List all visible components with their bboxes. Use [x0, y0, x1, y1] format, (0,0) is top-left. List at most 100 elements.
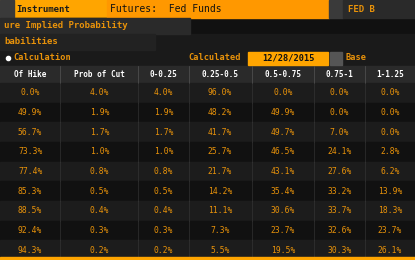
- Text: 73.3%: 73.3%: [18, 147, 42, 156]
- Text: 1.0%: 1.0%: [154, 147, 173, 156]
- Text: 56.7%: 56.7%: [18, 128, 42, 137]
- Bar: [0, 50, 415, 66]
- Text: 0.0%: 0.0%: [273, 88, 293, 97]
- Bar: [0, 122, 415, 142]
- Text: 0.0%: 0.0%: [330, 88, 349, 97]
- Text: 4.0%: 4.0%: [154, 88, 173, 97]
- Text: 49.7%: 49.7%: [271, 128, 295, 137]
- Text: 0.5-0.75: 0.5-0.75: [264, 70, 301, 79]
- Text: 49.9%: 49.9%: [271, 108, 295, 117]
- Text: 48.2%: 48.2%: [208, 108, 232, 117]
- Text: 1.0%: 1.0%: [90, 147, 109, 156]
- Text: 21.7%: 21.7%: [208, 167, 232, 176]
- Text: 7.0%: 7.0%: [330, 128, 349, 137]
- Text: 0.4%: 0.4%: [90, 206, 109, 215]
- Bar: [0, 181, 415, 201]
- Text: 19.5%: 19.5%: [271, 246, 295, 255]
- Text: 46.5%: 46.5%: [271, 147, 295, 156]
- Bar: [0, 0, 415, 18]
- Text: 1-1.25: 1-1.25: [376, 70, 404, 79]
- Text: 7.3%: 7.3%: [210, 226, 230, 235]
- Bar: [0, 201, 415, 221]
- Text: 14.2%: 14.2%: [208, 187, 232, 196]
- Text: 33.2%: 33.2%: [327, 187, 352, 196]
- Text: 12/28/2015: 12/28/2015: [262, 54, 314, 62]
- Text: Calculation: Calculation: [13, 54, 71, 62]
- Bar: [0, 83, 415, 103]
- Text: 85.3%: 85.3%: [18, 187, 42, 196]
- Text: 0.2%: 0.2%: [90, 246, 109, 255]
- Text: 6.2%: 6.2%: [380, 167, 400, 176]
- Bar: [0, 0, 14, 18]
- Text: 0.0%: 0.0%: [380, 128, 400, 137]
- Text: 96.0%: 96.0%: [208, 88, 232, 97]
- Bar: [0, 34, 415, 50]
- Text: 77.4%: 77.4%: [18, 167, 42, 176]
- Text: 0.4%: 0.4%: [154, 206, 173, 215]
- Bar: [329, 0, 343, 18]
- Text: babilities: babilities: [4, 37, 58, 47]
- Text: Of Hike: Of Hike: [14, 70, 46, 79]
- Text: 0.0%: 0.0%: [330, 108, 349, 117]
- Bar: [107, 0, 329, 18]
- Text: Calculated: Calculated: [188, 54, 241, 62]
- Text: Futures:  Fed Funds: Futures: Fed Funds: [110, 4, 222, 14]
- Bar: [0, 142, 415, 162]
- Text: ure Implied Probability: ure Implied Probability: [4, 22, 128, 30]
- Text: 30.6%: 30.6%: [271, 206, 295, 215]
- Text: 0-0.25: 0-0.25: [150, 70, 177, 79]
- Text: 4.0%: 4.0%: [90, 88, 109, 97]
- Text: 26.1%: 26.1%: [378, 246, 402, 255]
- Bar: [0, 103, 415, 122]
- Text: 30.3%: 30.3%: [327, 246, 352, 255]
- Text: 0.5%: 0.5%: [90, 187, 109, 196]
- Text: 43.1%: 43.1%: [271, 167, 295, 176]
- Text: 41.7%: 41.7%: [208, 128, 232, 137]
- Text: 0.8%: 0.8%: [154, 167, 173, 176]
- Text: Prob of Cut: Prob of Cut: [74, 70, 125, 79]
- Text: 1.9%: 1.9%: [90, 108, 109, 117]
- Text: FED B: FED B: [348, 4, 375, 14]
- Text: 0.75-1: 0.75-1: [326, 70, 354, 79]
- Text: 24.1%: 24.1%: [327, 147, 352, 156]
- Text: 23.7%: 23.7%: [378, 226, 402, 235]
- Bar: [0, 18, 190, 34]
- Bar: [0, 34, 155, 50]
- Text: 0.0%: 0.0%: [380, 108, 400, 117]
- Text: Base: Base: [345, 54, 366, 62]
- Text: 88.5%: 88.5%: [18, 206, 42, 215]
- Text: 11.1%: 11.1%: [208, 206, 232, 215]
- Text: 94.3%: 94.3%: [18, 246, 42, 255]
- Text: 1.7%: 1.7%: [154, 128, 173, 137]
- Text: 0.3%: 0.3%: [90, 226, 109, 235]
- Text: 0.25-0.5: 0.25-0.5: [202, 70, 239, 79]
- Text: 0.3%: 0.3%: [154, 226, 173, 235]
- Text: Instrument: Instrument: [16, 4, 70, 14]
- Bar: [248, 51, 328, 64]
- Text: 0.8%: 0.8%: [90, 167, 109, 176]
- Bar: [0, 18, 415, 34]
- Text: 1.9%: 1.9%: [154, 108, 173, 117]
- Bar: [0, 66, 415, 83]
- Text: 5.5%: 5.5%: [210, 246, 230, 255]
- Text: 32.6%: 32.6%: [327, 226, 352, 235]
- Bar: [330, 51, 342, 64]
- Bar: [0, 162, 415, 181]
- Text: 2.8%: 2.8%: [380, 147, 400, 156]
- Text: 49.9%: 49.9%: [18, 108, 42, 117]
- Text: 33.7%: 33.7%: [327, 206, 352, 215]
- Bar: [0, 257, 415, 260]
- Text: 18.3%: 18.3%: [378, 206, 402, 215]
- Text: 0.2%: 0.2%: [154, 246, 173, 255]
- Text: 0.0%: 0.0%: [380, 88, 400, 97]
- Text: 23.7%: 23.7%: [271, 226, 295, 235]
- Text: 25.7%: 25.7%: [208, 147, 232, 156]
- Text: 92.4%: 92.4%: [18, 226, 42, 235]
- Text: 35.4%: 35.4%: [271, 187, 295, 196]
- Bar: [0, 221, 415, 240]
- Text: 0.0%: 0.0%: [20, 88, 40, 97]
- Text: 13.9%: 13.9%: [378, 187, 402, 196]
- Bar: [0, 240, 415, 260]
- Text: 0.5%: 0.5%: [154, 187, 173, 196]
- Text: 1.7%: 1.7%: [90, 128, 109, 137]
